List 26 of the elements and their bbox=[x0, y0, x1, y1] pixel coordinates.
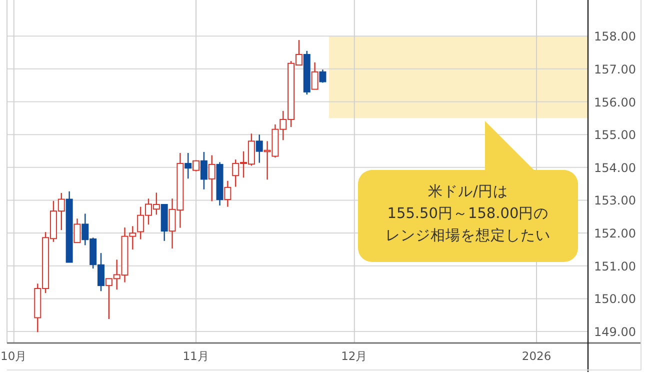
candlestick bbox=[74, 218, 81, 244]
y-tick-label: 157.00 bbox=[594, 62, 636, 76]
x-tick-label: 11月 bbox=[182, 349, 210, 363]
candlestick bbox=[192, 160, 200, 172]
x-tick-label: 10月 bbox=[0, 349, 28, 363]
candlestick bbox=[184, 152, 192, 180]
candlestick bbox=[319, 68, 326, 84]
candlestick bbox=[208, 154, 216, 202]
y-tick-label: 153.00 bbox=[594, 194, 636, 208]
candlestick bbox=[224, 180, 232, 208]
candlestick bbox=[200, 151, 208, 190]
y-tick-label: 149.00 bbox=[594, 325, 636, 340]
y-tick-label: 155.00 bbox=[594, 128, 636, 142]
x-tick-label: 2026 bbox=[522, 349, 552, 363]
annotation: 米ドル/円は bbox=[428, 183, 508, 200]
y-tick-label: 154.00 bbox=[594, 160, 636, 175]
y-tick-label: 151.00 bbox=[594, 259, 636, 274]
y-tick-label: 158.00 bbox=[594, 30, 636, 44]
candlestick bbox=[311, 62, 318, 90]
y-tick-label: 156.00 bbox=[594, 95, 636, 110]
candlestick bbox=[256, 134, 263, 164]
annotation: レンジ相場を想定したい bbox=[386, 227, 550, 244]
annotation: 155.50円～158.00円の bbox=[387, 206, 549, 222]
y-tick-label: 152.00 bbox=[594, 226, 636, 241]
y-tick-label: 150.00 bbox=[594, 292, 636, 306]
x-tick-label: 12月 bbox=[341, 349, 368, 363]
